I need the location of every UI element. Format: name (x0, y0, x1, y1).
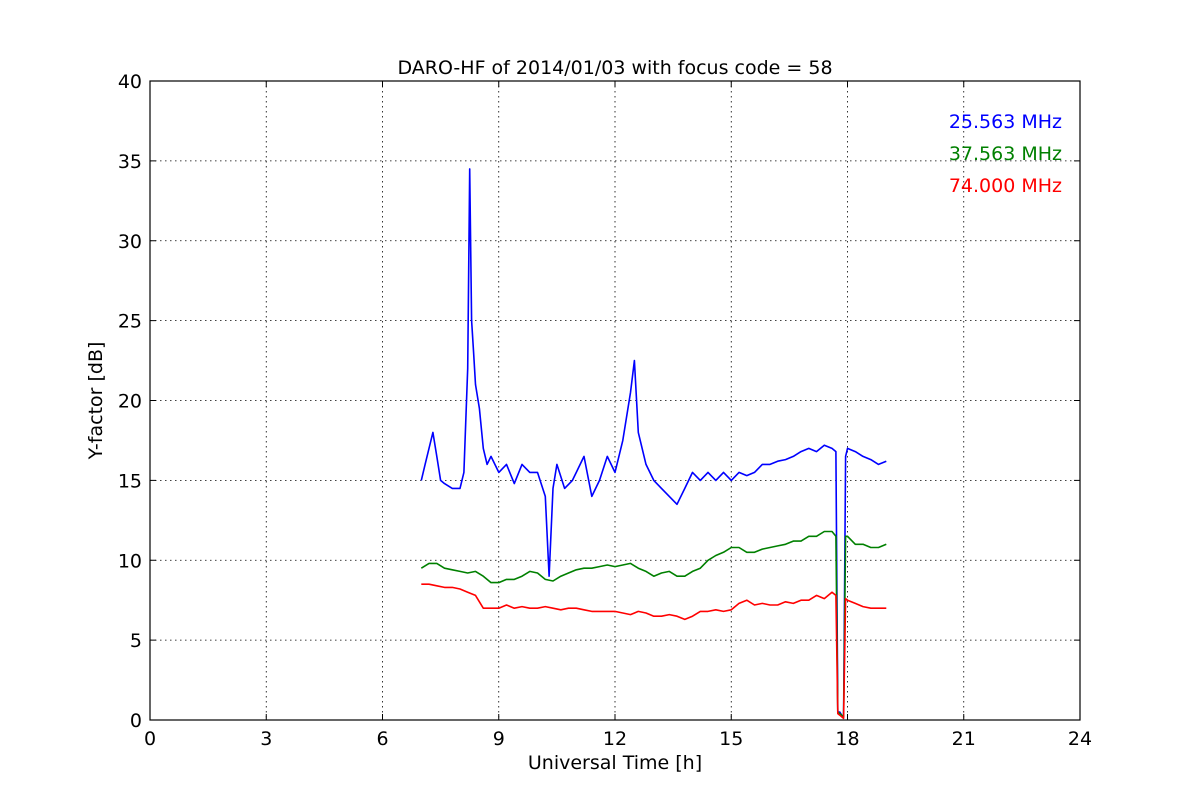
x-tick-label: 18 (835, 728, 859, 750)
y-tick-labels: 0 5 10 15 20 25 30 35 40 (118, 71, 142, 732)
y-tick-label: 35 (118, 151, 142, 173)
x-tick-label: 12 (603, 728, 627, 750)
series-line-37-563-mhz (420, 530, 887, 718)
x-axis-label: Universal Time [h] (528, 752, 702, 774)
x-tick-label: 21 (952, 728, 976, 750)
series-line-74-000-mhz (421, 583, 887, 720)
y-axis-label: Y-factor [dB] (85, 342, 107, 461)
plot-series (420, 168, 887, 720)
series-line-25-563-mhz (420, 168, 887, 718)
legend-entry-25-563-mhz: 25.563 MHz (949, 111, 1062, 133)
y-tick-label: 40 (118, 71, 142, 93)
y-tick-label: 0 (130, 710, 142, 732)
x-tick-label: 9 (493, 728, 505, 750)
legend-entry-74-000-mhz: 74.000 MHz (949, 175, 1062, 197)
x-tick-labels: 0 3 6 9 12 15 18 21 24 (144, 728, 1092, 750)
x-tick-label: 0 (144, 728, 156, 750)
axis-ticks (149, 80, 1081, 721)
legend: 25.563 MHz 37.563 MHz 74.000 MHz (949, 111, 1062, 197)
y-tick-label: 15 (118, 470, 142, 492)
y-tick-label: 20 (118, 391, 142, 413)
y-tick-label: 10 (118, 550, 142, 572)
y-tick-label: 25 (118, 311, 142, 333)
y-tick-label: 30 (118, 231, 142, 253)
x-tick-label: 15 (719, 728, 743, 750)
chart-title: DARO-HF of 2014/01/03 with focus code = … (397, 57, 832, 79)
y-tick-label: 5 (130, 630, 142, 652)
legend-entry-37-563-mhz: 37.563 MHz (949, 143, 1062, 165)
grid-lines (150, 81, 1080, 720)
x-tick-label: 24 (1068, 728, 1092, 750)
x-tick-label: 3 (260, 728, 272, 750)
x-tick-label: 6 (376, 728, 388, 750)
